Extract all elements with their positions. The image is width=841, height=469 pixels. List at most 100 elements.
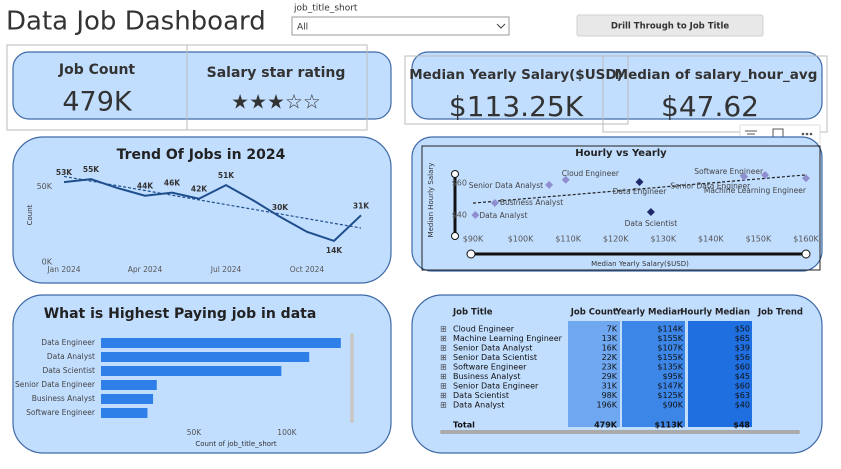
x-axis-title: Count of job_title_short — [195, 440, 277, 448]
column-fill — [688, 321, 752, 427]
data-label: 51K — [218, 171, 235, 180]
point-label: Senior Data Analyst — [469, 181, 543, 190]
table-total: 479K — [594, 421, 618, 430]
scatter-point — [561, 175, 570, 184]
x-tick-label: $140K — [698, 235, 724, 244]
y-axis-title: Count — [26, 204, 34, 225]
filter-label: job_title_short — [293, 4, 358, 14]
table-cell: Data Scientist — [453, 391, 509, 400]
scatter-focus-border — [421, 145, 821, 271]
y-tick-label: $60 — [452, 179, 467, 188]
scatter-point — [802, 174, 810, 183]
table-cell: $125K — [657, 391, 683, 400]
table-cell: $50 — [735, 325, 750, 334]
card-frame — [404, 55, 629, 125]
filter-value: All — [297, 23, 308, 33]
x-tick-label: $130K — [650, 235, 676, 244]
point-label: Data Engineer — [613, 187, 668, 196]
table-cell: 196K — [596, 401, 617, 410]
scatter-point — [646, 207, 655, 216]
table-cell: 23K — [602, 363, 618, 372]
line-panel — [12, 136, 392, 284]
table-cell: $63 — [735, 391, 750, 400]
data-label: 53K — [56, 168, 73, 177]
table-cell: $135K — [657, 363, 683, 372]
expand-icon: ⊞ — [440, 353, 447, 362]
y-tick-label: Business Analyst — [32, 394, 95, 403]
card-value: $113.25K — [449, 90, 584, 123]
expand-icon: ⊞ — [440, 391, 447, 400]
scrollbar[interactable] — [440, 430, 800, 434]
drill-button-label: Drill Through to Job Title — [611, 22, 730, 32]
card-label: Salary star rating — [207, 65, 346, 81]
bar — [101, 408, 148, 418]
x-tick-label: 50K — [187, 428, 203, 437]
point-label: Software Engineer — [694, 167, 764, 176]
point-label: Data Analyst — [479, 211, 527, 220]
table-total: $48 — [733, 421, 750, 430]
table-cell: $90K — [662, 401, 683, 410]
table-cell: $107K — [657, 344, 683, 353]
x-tick-label: $100K — [508, 235, 534, 244]
bar — [101, 394, 154, 404]
scatter-point — [740, 172, 749, 181]
x-tick-label: 100K — [277, 428, 297, 437]
drill-button[interactable] — [576, 14, 764, 37]
card-value: 479K — [62, 87, 133, 118]
table-cell: $114K — [657, 325, 683, 334]
point-label: Data Scientist — [625, 219, 678, 228]
table-cell: $155K — [657, 353, 683, 362]
point-label: Cloud Engineer — [562, 169, 620, 178]
column-header: Yearly Median — [615, 308, 684, 318]
point-label: Senior Data Engineer — [670, 182, 751, 191]
trend-line — [472, 174, 807, 204]
scrollbar[interactable] — [350, 333, 354, 423]
bar — [101, 366, 282, 376]
column-header: Job Count — [570, 308, 617, 318]
data-label: 55K — [83, 165, 100, 174]
scatter-point — [761, 171, 770, 179]
table-cell: $56 — [735, 353, 750, 362]
table-cell: Cloud Engineer — [453, 325, 515, 334]
x-tick-label: $150K — [746, 235, 772, 244]
table-cell: 13K — [602, 334, 618, 343]
table-total: $113K — [655, 421, 684, 430]
scatter-point — [635, 178, 644, 187]
table-cell: 22K — [602, 353, 618, 362]
data-label: 14K — [326, 246, 343, 255]
x-tick-label: Oct 2024 — [290, 265, 325, 274]
x-tick-label: Jul 2024 — [210, 265, 242, 274]
filter-dropdown[interactable] — [291, 16, 510, 36]
y-tick-label: Data Engineer — [41, 338, 96, 347]
x-axis-title: Median Yearly Salary($USD) — [591, 260, 689, 268]
table-cell: Data Analyst — [453, 401, 504, 410]
table-cell: 16K — [602, 344, 618, 353]
table-total: Total — [453, 421, 475, 430]
x-tick-label: $120K — [603, 235, 629, 244]
point-label: Business Analyst — [500, 198, 563, 207]
table-cell: $39 — [735, 344, 750, 353]
range-slider[interactable] — [451, 170, 811, 259]
y-tick-label: Data Analyst — [47, 352, 95, 361]
scatter-point — [471, 211, 480, 219]
table-cell: $95K — [662, 372, 683, 381]
y-tick-label: 50K — [37, 182, 53, 191]
scatter-point — [490, 199, 499, 207]
column-fill — [568, 321, 620, 427]
table-cell: 29K — [602, 372, 618, 381]
card-frame — [186, 44, 368, 131]
chart-title: Trend Of Jobs in 2024 — [117, 147, 286, 163]
card-value: ★★★☆☆ — [231, 90, 321, 114]
bar — [101, 380, 157, 390]
expand-icon: ⊞ — [440, 334, 447, 343]
expand-icon: ⊞ — [440, 382, 447, 391]
card-label: Job Count — [58, 62, 136, 78]
table-cell: $40 — [735, 401, 750, 410]
data-label: 44K — [137, 182, 154, 191]
column-fill — [622, 321, 685, 427]
trend-line — [63, 175, 362, 229]
x-tick-label: $110K — [555, 235, 581, 244]
line-series — [63, 178, 362, 243]
expand-icon: ⊞ — [440, 344, 447, 353]
